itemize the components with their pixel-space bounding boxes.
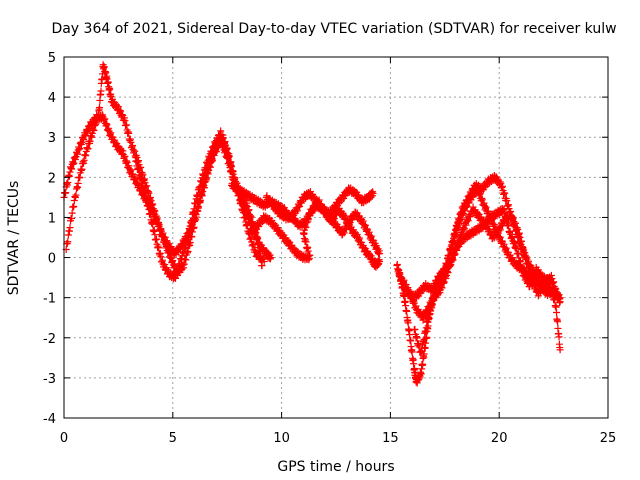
data-point <box>64 178 72 186</box>
chart-title: Day 364 of 2021, Sidereal Day-to-day VTE… <box>51 21 616 37</box>
data-point <box>68 209 76 217</box>
data-point <box>66 224 74 232</box>
x-tick-label: 10 <box>273 431 290 446</box>
y-tick-label: 1 <box>48 211 56 226</box>
y-tick-label: -3 <box>43 372 56 387</box>
data-point <box>408 348 416 356</box>
series-track-j <box>410 203 562 356</box>
data-point <box>188 217 196 225</box>
data-point <box>418 347 426 355</box>
x-tick-label: 25 <box>600 431 617 446</box>
data-point <box>70 202 78 210</box>
y-tick-label: -1 <box>43 292 56 307</box>
y-tick-label: 3 <box>48 131 56 146</box>
x-tick-label: 0 <box>60 431 68 446</box>
x-tick-label: 20 <box>491 431 508 446</box>
grid-lines <box>64 57 608 418</box>
x-tick-label: 15 <box>382 431 399 446</box>
data-point <box>369 189 377 197</box>
y-tick-label: 2 <box>48 171 56 186</box>
data-point <box>404 319 412 327</box>
series-track-b <box>62 61 268 279</box>
series-track-c <box>132 127 266 283</box>
y-tick-label: 0 <box>48 252 56 267</box>
data-point <box>267 254 275 262</box>
data-point <box>553 308 561 316</box>
y-tick-label: -4 <box>43 412 56 427</box>
y-tick-label: -2 <box>43 332 56 347</box>
data-point <box>555 333 563 341</box>
x-axis-label: GPS time / hours <box>277 459 394 475</box>
data-point <box>96 104 104 112</box>
x-tick-label: 5 <box>169 431 177 446</box>
series-track-i <box>399 171 564 324</box>
plot-frame <box>63 56 609 419</box>
data-point <box>376 250 384 258</box>
data-point <box>420 336 428 344</box>
data-point <box>376 258 384 266</box>
data-point <box>556 346 564 354</box>
series-track-e <box>247 199 384 264</box>
data-point <box>403 307 411 315</box>
data-point <box>554 318 562 326</box>
data-point <box>190 223 198 231</box>
series-track-f <box>262 192 384 271</box>
data-point <box>556 298 564 306</box>
data-point <box>450 236 458 244</box>
data-point <box>186 228 194 236</box>
data-point <box>419 360 427 368</box>
data-point <box>72 191 80 199</box>
y-tick-label: 5 <box>48 51 56 66</box>
data-point <box>554 294 562 302</box>
data-points <box>60 61 564 387</box>
data-point <box>97 87 105 95</box>
y-axis-label: SDTVAR / TECUs <box>6 181 22 296</box>
data-point <box>64 238 72 246</box>
data-point <box>149 220 157 228</box>
y-tick-label: 4 <box>48 91 56 106</box>
data-point <box>258 262 266 270</box>
axis-ticks: 0 5 10 15 20 25 -4 -3 -2 -1 0 1 2 3 4 5 <box>43 51 616 446</box>
